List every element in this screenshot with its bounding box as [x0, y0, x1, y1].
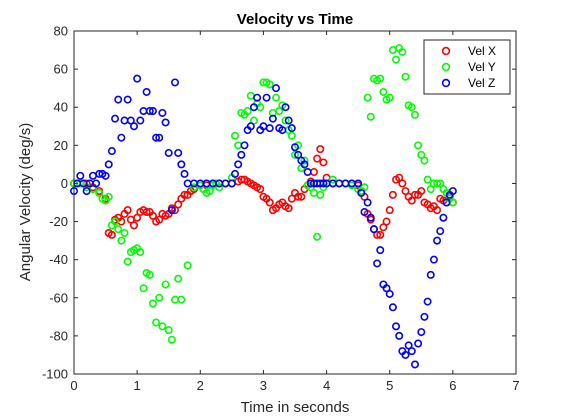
- y-tick-label: 0: [61, 176, 68, 191]
- x-tick-label: 3: [260, 378, 267, 393]
- x-tick-label: 2: [197, 378, 204, 393]
- legend-label: Vel Z: [468, 76, 495, 90]
- y-tick-label: -60: [49, 290, 68, 305]
- y-tick-label: -20: [49, 214, 68, 229]
- x-axis-label: Time in seconds: [241, 399, 350, 416]
- x-tick-label: 1: [134, 378, 141, 393]
- x-tick-label: 4: [323, 378, 330, 393]
- y-tick-label: -80: [49, 328, 68, 343]
- legend-label: Vel X: [468, 44, 496, 58]
- x-tick-label: 6: [449, 378, 456, 393]
- x-tick-label: 5: [386, 378, 393, 393]
- chart-title: Velocity vs Time: [237, 11, 353, 28]
- legend: Vel X Vel Y Vel Z: [424, 40, 510, 94]
- y-tick-label: 80: [54, 24, 68, 39]
- y-axis-label: Angular Velocity (deg/s): [17, 123, 34, 281]
- y-tick-label: -100: [42, 367, 68, 382]
- x-tick-label: 0: [70, 378, 77, 393]
- y-tick-label: 40: [54, 100, 68, 115]
- y-tick-label: 60: [54, 62, 68, 77]
- legend-label: Vel Y: [468, 60, 496, 74]
- y-tick-label: -40: [49, 252, 68, 267]
- x-tick-label: 7: [512, 378, 519, 393]
- legend-box: [424, 40, 510, 94]
- y-tick-label: 20: [54, 138, 68, 153]
